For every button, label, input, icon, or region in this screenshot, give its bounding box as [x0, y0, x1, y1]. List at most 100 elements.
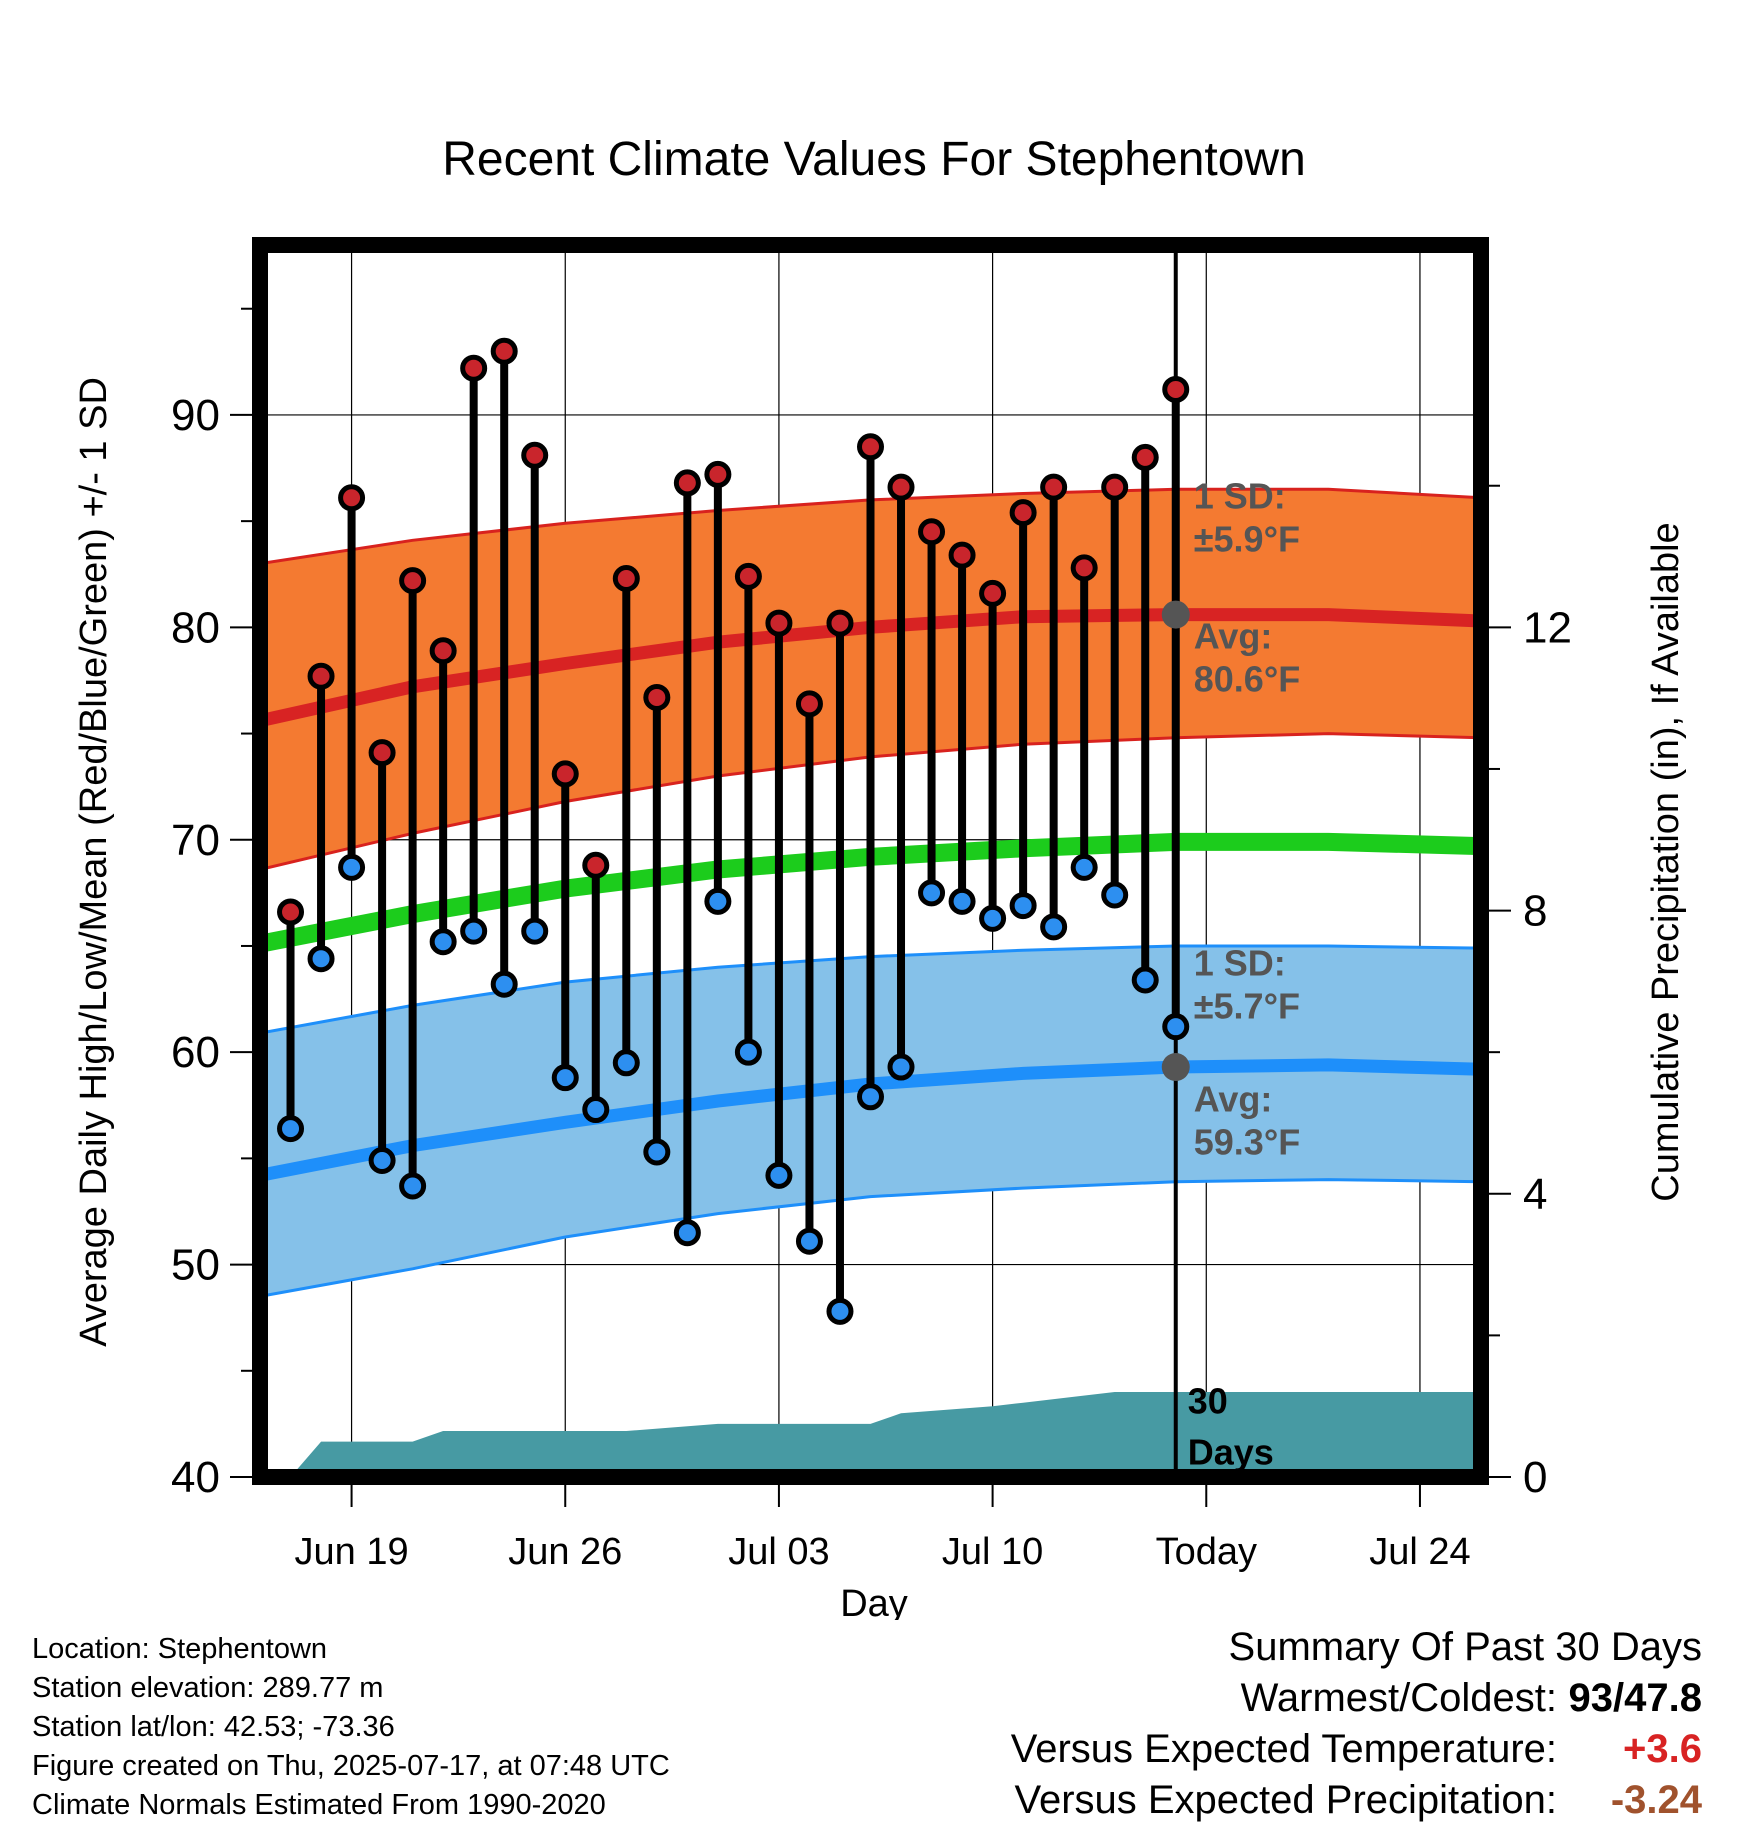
high-sd-annotation-label: 1 SD: — [1194, 475, 1286, 516]
low-sd-annotation-label: 1 SD: — [1194, 943, 1286, 984]
daily-low-point — [521, 917, 549, 945]
low-sd-annotation: 1 SD:±5.7°F — [1194, 943, 1300, 1027]
y-axis-label: Average Daily High/Low/Mean (Red/Blue/Gr… — [73, 377, 115, 1347]
location-text: Location: Stephentown — [32, 1633, 328, 1665]
y-tick-label: 70 — [171, 816, 220, 865]
low-band-lower-edge — [260, 1178, 1481, 1298]
daily-low-point — [429, 928, 457, 956]
daily-high-point — [643, 683, 671, 711]
daily-high-point — [857, 433, 884, 461]
daily-low-point — [277, 1115, 305, 1143]
daily-high-point — [1009, 499, 1037, 527]
daily-high-point — [704, 460, 732, 488]
precip-departure-value: -3.24 — [1610, 1778, 1702, 1822]
daily-low-point — [765, 1161, 793, 1189]
daily-high-point — [979, 579, 1007, 607]
days-annotation: 30 Days — [1188, 1380, 1274, 1472]
daily-high-point — [277, 898, 305, 926]
daily-high-point — [612, 564, 640, 592]
high-avg-annotation-label: Avg: — [1194, 616, 1273, 657]
temp-departure-label: Versus Expected Temperature: — [1010, 1727, 1557, 1771]
daily-low-point — [1101, 881, 1129, 909]
daily-high-point — [918, 518, 946, 546]
daily-low-point — [1070, 853, 1098, 881]
x-tick-label: Jun 19 — [295, 1531, 409, 1573]
daily-high-point — [948, 541, 976, 569]
daily-low-point — [612, 1049, 640, 1077]
daily-high-point — [1162, 375, 1190, 403]
daily-low-point — [1131, 966, 1159, 994]
daily-high-point — [765, 609, 793, 637]
daily-high-point — [521, 441, 549, 469]
high-avg-annotation-value: 80.6°F — [1194, 659, 1300, 700]
daily-high-point — [338, 484, 366, 512]
daily-high-point — [1131, 443, 1159, 471]
precip-departure-label: Versus Expected Precipitation: — [1014, 1778, 1557, 1822]
y-tick-label: 90 — [171, 391, 220, 440]
x-tick-label: Today — [1156, 1531, 1257, 1573]
y2-tick-label: 4 — [1523, 1170, 1547, 1219]
y2-tick-label: 0 — [1523, 1453, 1547, 1502]
daily-low-point — [826, 1297, 854, 1325]
x-tick-label: Jul 10 — [942, 1531, 1043, 1573]
temp-departure-value: +3.6 — [1623, 1727, 1702, 1771]
daily-high-point — [460, 354, 488, 382]
daily-low-point — [582, 1096, 610, 1124]
daily-high-point — [307, 662, 335, 690]
today-avg-high-marker — [1161, 600, 1190, 629]
chart-title: Recent Climate Values For Stephentown — [442, 133, 1306, 186]
created-text: Figure created on Thu, 2025-07-17, at 07… — [32, 1750, 670, 1782]
daily-low-point — [490, 970, 518, 998]
summary-heading: Summary Of Past 30 Days — [1228, 1625, 1702, 1669]
high-sd-annotation-value: ±5.9°F — [1194, 518, 1300, 559]
daily-high-point — [795, 690, 823, 718]
daily-high-point — [551, 760, 579, 788]
daily-low-point — [673, 1219, 701, 1247]
daily-low-point — [948, 887, 976, 915]
warmest-coldest-label: Warmest/Coldest: — [1240, 1676, 1557, 1720]
x-tick-label: Jul 24 — [1369, 1531, 1470, 1573]
daily-low-point — [918, 879, 946, 907]
daily-low-point — [979, 904, 1007, 932]
days-annotation-label: Days — [1188, 1431, 1274, 1472]
daily-high-point — [1070, 554, 1098, 582]
high-avg-annotation: Avg:80.6°F — [1194, 616, 1300, 700]
y-tick-label: 80 — [171, 603, 220, 652]
daily-low-point — [795, 1227, 823, 1255]
plot-frame — [252, 237, 1489, 1485]
summary-panel: Summary Of Past 30 Days Warmest/Coldest:… — [802, 1625, 1702, 1829]
daily-low-point — [857, 1083, 884, 1111]
today-avg-low-marker — [1161, 1053, 1190, 1082]
latlon-text: Station lat/lon: 42.53; -73.36 — [32, 1711, 395, 1743]
daily-high-point — [734, 562, 762, 590]
daily-low-point — [1040, 913, 1068, 941]
x-tick-label: Jul 03 — [728, 1531, 829, 1573]
y-tick-label: 60 — [171, 1028, 220, 1077]
normals-text: Climate Normals Estimated From 1990-2020 — [32, 1789, 606, 1821]
daily-high-point — [887, 473, 915, 501]
climate-chart: Recent Climate Values For Stephentown 1 … — [73, 133, 1687, 1620]
daily-low-point — [460, 917, 488, 945]
daily-high-point — [399, 567, 427, 595]
low-avg-annotation-value: 59.3°F — [1194, 1122, 1300, 1163]
daily-high-point — [582, 851, 610, 879]
cumulative-precip-area — [260, 1392, 1481, 1477]
daily-high-point — [429, 637, 457, 665]
elevation-text: Station elevation: 289.77 m — [32, 1672, 384, 1704]
y-tick-label: 50 — [171, 1241, 220, 1290]
daily-high-point — [673, 469, 701, 497]
x-axis-label: Day — [840, 1583, 908, 1620]
daily-high-point — [368, 739, 396, 767]
daily-low-point — [399, 1172, 427, 1200]
y-tick-label: 40 — [171, 1453, 220, 1502]
y2-tick-label: 12 — [1523, 603, 1572, 652]
daily-high-point — [1040, 473, 1068, 501]
warmest-coldest-value: 93/47.8 — [1568, 1676, 1702, 1720]
daily-low-point — [704, 887, 732, 915]
daily-low-point — [1162, 1013, 1190, 1041]
daily-low-point — [734, 1038, 762, 1066]
days-annotation-count: 30 — [1188, 1380, 1228, 1421]
low-avg-annotation-label: Avg: — [1194, 1079, 1273, 1120]
x-tick-label: Jun 26 — [508, 1531, 622, 1573]
